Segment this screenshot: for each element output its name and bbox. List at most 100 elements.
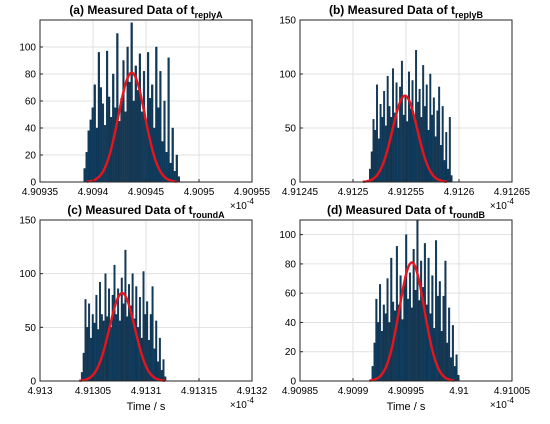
panel-d-bars <box>371 219 460 382</box>
panel-c-xtick-label-3: 4.91315 <box>181 386 218 397</box>
panel-d-bar-4 <box>379 284 382 382</box>
panel-a-ytick-label-1: 20 <box>25 151 37 162</box>
panel-c-ytick-label-1: 50 <box>25 323 37 334</box>
panel-a-bar-45 <box>175 154 178 183</box>
panel-b-bar-46 <box>450 175 453 183</box>
panel-c-xtick-label-0: 4.913 <box>27 386 52 397</box>
panel-a-xtick-label-2: 4.90945 <box>128 187 165 198</box>
panel-a-bar-18 <box>120 98 123 183</box>
panel-d-bar-38 <box>442 295 445 382</box>
panel-d-bar-16 <box>401 319 404 382</box>
panel-d-xlabel: Time / s <box>387 401 426 413</box>
panel-a-bar-33 <box>151 84 154 183</box>
panel-d-title-main: (d) Measured Data of t <box>327 203 453 217</box>
panel-d-bar-41 <box>448 307 451 382</box>
panel-b-exponent-power: -4 <box>507 197 515 206</box>
panel-c-bar-24 <box>124 249 127 382</box>
panel-a-ytick-label-5: 100 <box>19 43 36 54</box>
panel-c-bar-37 <box>147 340 150 382</box>
panel-b-bar-37 <box>434 136 437 183</box>
panel-c-bar-9 <box>97 329 100 382</box>
panel-b-ytick-label-1: 50 <box>285 124 297 135</box>
panel-a-bar-17 <box>118 121 121 183</box>
panel-d-xtick-label-0: 4.90985 <box>282 386 319 397</box>
panel-c-bar-2 <box>84 299 87 382</box>
panel-c-bar-5 <box>89 337 92 382</box>
panel-a-bar-26 <box>136 89 139 183</box>
panel-a-bar-3 <box>89 119 92 183</box>
panel-c-ytick-label-0: 0 <box>30 377 36 388</box>
panel-c-bar-19 <box>115 314 118 382</box>
panel-a-bar-1 <box>85 152 88 183</box>
panel-d-bar-26 <box>420 260 423 382</box>
panel-d-xtick-label-3: 4.91 <box>449 386 469 397</box>
panel-b-xtick-label-4: 4.91265 <box>494 187 531 198</box>
panel-b-bar-44 <box>447 168 449 183</box>
panel-d-bar-25 <box>418 300 421 382</box>
panel-c-bar-1 <box>82 352 85 382</box>
panel-a-xtick-label-4: 4.90955 <box>234 187 271 198</box>
panel-d-fit-curve <box>369 261 455 382</box>
panel-b-bar-45 <box>448 116 451 183</box>
panel-a-exponent-base: ×10 <box>230 201 247 212</box>
panel-a-bar-37 <box>159 71 162 183</box>
panel-d-exponent-power: -4 <box>507 396 515 405</box>
panel-b: 4.91245 4.9125 4.91255 4.9126 4.91265 0 50 100 1… <box>279 3 530 212</box>
panel-c-exponent-base: ×10 <box>230 400 247 411</box>
panel-c-xtick-label-4: 4.9132 <box>237 386 268 397</box>
panel-a-bar-29 <box>142 71 146 183</box>
panel-c-bar-39 <box>151 286 154 382</box>
panel-b-bar-5 <box>377 138 380 183</box>
panel-d-bar-1 <box>373 342 376 382</box>
panel-b-title-main: (b) Measured Data of t <box>329 3 455 17</box>
panel-c: 4.913 4.91305 4.9131 4.91315 4.9132 0 50 100 150… <box>19 203 267 413</box>
panel-b-fit-curve <box>362 94 448 183</box>
panel-c-bar-6 <box>91 314 94 382</box>
panel-c-title-sub: roundA <box>193 210 225 220</box>
panel-b-bar-26 <box>415 50 418 183</box>
panel-c-xlabel: Time / s <box>127 401 166 413</box>
panel-d-bar-30 <box>427 257 430 382</box>
panel-d-bar-24 <box>416 219 419 382</box>
panel-a-ytick-label-3: 60 <box>25 97 37 108</box>
panel-b-bar-2 <box>372 119 375 183</box>
panel-d-ytick-label-0: 0 <box>290 377 296 388</box>
panel-d-xtick-label-4: 4.91005 <box>494 386 531 397</box>
panel-b-bar-41 <box>441 106 444 183</box>
panel-b-bar-10 <box>386 75 389 183</box>
panel-d-bar-18 <box>405 234 408 382</box>
panel-c-bar-11 <box>100 314 103 382</box>
panel-a-bar-16 <box>116 33 119 183</box>
panel-c-bar-20 <box>117 288 120 382</box>
panel-b-bar-34 <box>429 73 432 183</box>
panel-b-bar-8 <box>383 91 386 183</box>
panel-c-exponent: ×10-4 <box>230 396 255 411</box>
panel-a-title: (a) Measured Data of treplyA <box>69 3 223 20</box>
panel-c-xtick-label-2: 4.9131 <box>131 386 162 397</box>
panel-b-bar-22 <box>408 71 410 183</box>
panel-b-xtick-label-2: 4.91255 <box>388 187 425 198</box>
panel-d-bar-39 <box>444 260 447 382</box>
panel-b-bar-30 <box>422 65 425 183</box>
panel-a-bar-5 <box>93 84 96 183</box>
panel-a-fit-curve <box>86 71 177 183</box>
panel-b-bar-38 <box>436 110 439 183</box>
panel-c-bar-26 <box>128 284 130 382</box>
panel-b-exponent: ×10-4 <box>490 197 515 212</box>
panel-d-xtick-label-2: 4.90995 <box>388 386 425 397</box>
panel-d-xtick-label-1: 4.9099 <box>338 386 369 397</box>
panel-b-bar-33 <box>427 129 430 183</box>
panel-d-ytick-label-4: 80 <box>285 259 297 270</box>
panel-a-xtick-label-3: 4.9095 <box>184 187 215 198</box>
panel-c-bars <box>80 249 167 382</box>
panel-b-bars <box>369 50 453 183</box>
panel-b-bar-40 <box>439 145 442 183</box>
panel-a-bar-14 <box>112 73 115 183</box>
panel-b-bar-7 <box>381 116 384 183</box>
panel-d-bar-21 <box>410 307 413 382</box>
panel-d-exponent: ×10-4 <box>490 396 515 411</box>
panel-b-bar-4 <box>376 84 379 183</box>
panel-c-title: (c) Measured Data of troundA <box>67 203 225 220</box>
panel-d-ytick-label-3: 60 <box>285 289 297 300</box>
panel-a-bar-46 <box>177 176 180 183</box>
